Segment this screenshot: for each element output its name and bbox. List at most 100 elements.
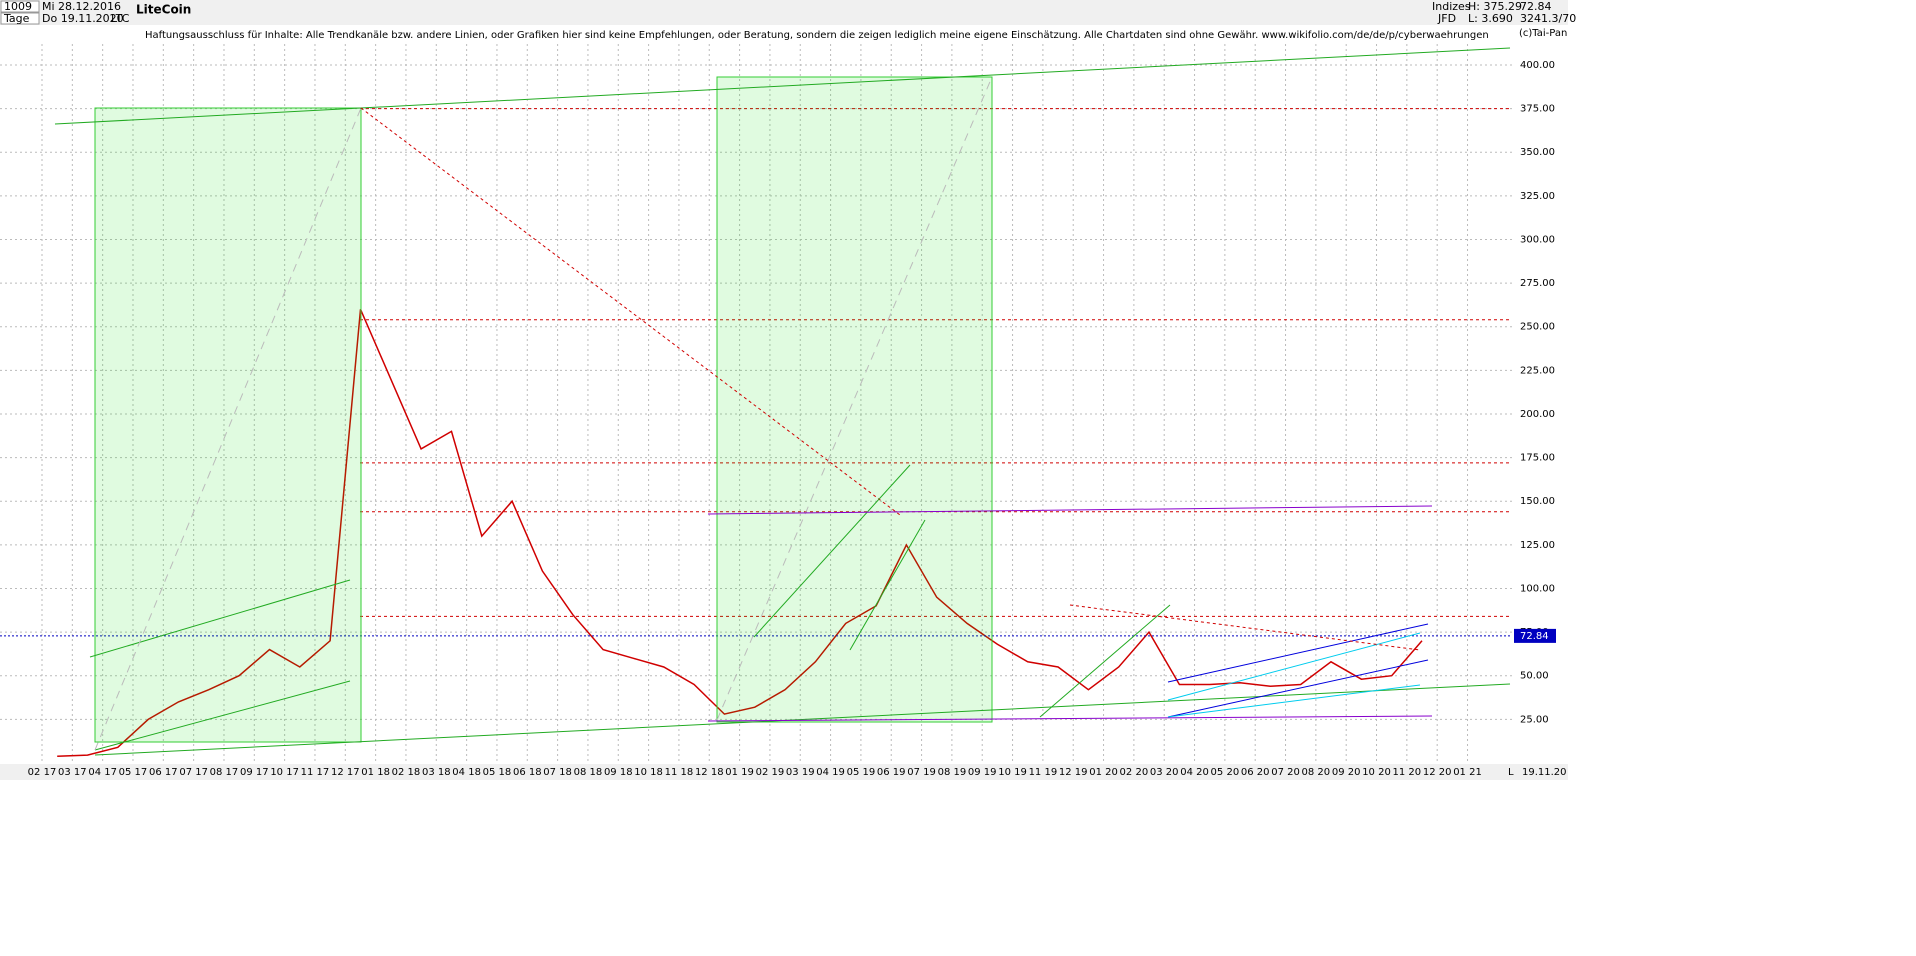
- broker: JFD: [1437, 12, 1456, 25]
- last-price-box: [1514, 628, 1556, 643]
- x-tick-label: 11 18: [665, 767, 694, 778]
- last-header: 72.84: [1520, 0, 1552, 13]
- x-tick-label: 09 17: [240, 767, 269, 778]
- y-tick-label: 150.00: [1520, 496, 1555, 507]
- x-tick-label: 08 20: [1302, 767, 1331, 778]
- y-tick-label: 175.00: [1520, 453, 1555, 464]
- info: 3241.3/70: [1520, 12, 1576, 25]
- trend-line: [54, 47, 1511, 125]
- y-tick-label: 100.00: [1520, 583, 1555, 594]
- trend-line: [1069, 604, 1421, 651]
- zone: [94, 107, 362, 743]
- trend-line: [1039, 604, 1171, 718]
- start-date: Mi 28.12.2016: [42, 0, 121, 13]
- count-box[interactable]: [0, 0, 40, 13]
- y-tick-label: 300.00: [1520, 234, 1555, 245]
- trend-line: [94, 107, 362, 751]
- trend-line: [94, 683, 1511, 756]
- x-tick-label: 08 17: [210, 767, 239, 778]
- trend-line: [707, 505, 1433, 515]
- x-tick-label: 11 17: [301, 767, 330, 778]
- x-tick-label: 01 20: [1089, 767, 1118, 778]
- x-tick-label: 09 20: [1332, 767, 1361, 778]
- trend-line: [753, 464, 911, 638]
- x-tick-label: 04 19: [816, 767, 845, 778]
- last-price-label: 72.84: [1520, 631, 1549, 642]
- x-tick-label: 12 19: [1059, 767, 1088, 778]
- x-tick-label: 11 20: [1393, 767, 1422, 778]
- high: H: 375.29: [1468, 0, 1522, 13]
- zone: [716, 76, 993, 723]
- low: L: 3.690: [1468, 12, 1513, 25]
- y-tick-label: 275.00: [1520, 278, 1555, 289]
- x-tick-label: 05 20: [1211, 767, 1240, 778]
- x-tick-label: 04 17: [88, 767, 117, 778]
- x-tick-label: 07 18: [543, 767, 572, 778]
- y-tick-label: 400.00: [1520, 60, 1555, 71]
- trend-line: [89, 579, 351, 658]
- y-tick-label: 225.00: [1520, 365, 1555, 376]
- x-tick-label: 07 17: [179, 767, 208, 778]
- y-tick-label: 200.00: [1520, 409, 1555, 420]
- x-tick-label: 03 18: [422, 767, 451, 778]
- y-tick-label: 125.00: [1520, 540, 1555, 551]
- trend-line: [1167, 659, 1429, 718]
- y-tick-label: 25.00: [1520, 714, 1549, 725]
- x-tick-label: 05 17: [119, 767, 148, 778]
- trend-line: [849, 519, 926, 651]
- y-tick-label: 375.00: [1520, 104, 1555, 115]
- x-tick-label: 09 19: [968, 767, 997, 778]
- x-tick-label: 04 18: [452, 767, 481, 778]
- trend-line: [94, 680, 351, 751]
- footer-date: 19.11.20: [1522, 767, 1567, 778]
- header-bar: [0, 0, 1568, 25]
- x-tick-label: 03 19: [786, 767, 815, 778]
- trend-line: [716, 76, 993, 721]
- x-axis-area: [0, 764, 1568, 780]
- footer-mode: L: [1508, 767, 1514, 778]
- trend-line: [1167, 684, 1421, 718]
- x-tick-label: 01 18: [361, 767, 390, 778]
- x-tick-label: 07 20: [1271, 767, 1300, 778]
- x-tick-label: 01 19: [725, 767, 754, 778]
- y-tick-label: 350.00: [1520, 147, 1555, 158]
- x-tick-label: 08 19: [938, 767, 967, 778]
- x-tick-label: 02 17: [28, 767, 57, 778]
- x-tick-label: 06 20: [1241, 767, 1270, 778]
- x-tick-label: 09 18: [604, 767, 633, 778]
- trend-line: [360, 107, 901, 516]
- x-tick-label: 03 20: [1150, 767, 1179, 778]
- x-tick-label: 05 18: [483, 767, 512, 778]
- disclaimer: Haftungsausschluss für Inhalte: Alle Tre…: [145, 30, 1489, 41]
- x-tick-label: 02 20: [1120, 767, 1149, 778]
- y-axis-area: [1512, 44, 1568, 764]
- trend-line: [1167, 632, 1421, 701]
- x-tick-label: 06 19: [877, 767, 906, 778]
- count: 1009: [4, 0, 32, 13]
- x-tick-label: 08 18: [574, 767, 603, 778]
- trend-line: [707, 715, 1433, 722]
- x-tick-label: 10 18: [634, 767, 663, 778]
- x-tick-label: 03 17: [58, 767, 87, 778]
- x-tick-label: 06 18: [513, 767, 542, 778]
- x-tick-label: 10 17: [270, 767, 299, 778]
- x-tick-label: 10 20: [1362, 767, 1391, 778]
- x-tick-label: 04 20: [1180, 767, 1209, 778]
- period-box[interactable]: [0, 12, 40, 25]
- x-tick-label: 02 19: [756, 767, 785, 778]
- x-tick-label: 12 18: [695, 767, 724, 778]
- instrument-name: LiteCoin: [136, 3, 191, 17]
- y-tick-label: 50.00: [1520, 671, 1549, 682]
- x-tick-label: 10 19: [998, 767, 1027, 778]
- y-tick-label: 325.00: [1520, 191, 1555, 202]
- trend-line: [1167, 623, 1429, 683]
- price-line: [57, 309, 1423, 757]
- x-tick-label: 12 20: [1423, 767, 1452, 778]
- x-tick-label: 07 19: [907, 767, 936, 778]
- x-tick-label: 02 18: [392, 767, 421, 778]
- x-tick-label: 05 19: [847, 767, 876, 778]
- x-tick-label: 01 21: [1453, 767, 1482, 778]
- period: Tage: [3, 12, 30, 25]
